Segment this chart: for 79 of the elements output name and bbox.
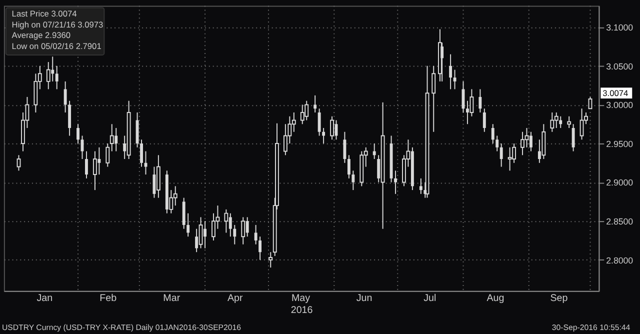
candlestick <box>173 186 178 206</box>
candlestick <box>186 212 190 238</box>
candlestick <box>106 143 110 168</box>
candlestick <box>330 116 334 140</box>
candlestick <box>258 236 262 260</box>
candlestick <box>588 96 592 110</box>
text: 30-Sep-2016 10:55:44 <box>552 323 631 332</box>
candlestick <box>92 150 97 191</box>
y-tick-label: 3.1000 <box>606 22 634 33</box>
candlestick <box>352 170 355 191</box>
x-tick-label: Jan <box>36 293 53 304</box>
candlestick <box>64 80 67 113</box>
candlestick <box>580 108 584 140</box>
candlestick <box>542 124 546 160</box>
candlestick <box>55 65 58 90</box>
text: USDTRY Curncy (USD-TRY X-RATE) Daily 01JAN2016-30SEP2016 <box>2 323 242 332</box>
y-tick-label: 2.8000 <box>606 255 634 266</box>
candlestick <box>322 127 326 144</box>
annotation: Low on 05/02/16 2.7901 <box>12 41 102 52</box>
y-tick-label: 2.8500 <box>606 216 634 227</box>
candlestick <box>195 228 198 253</box>
candlestick <box>268 252 273 268</box>
candlestick <box>34 73 38 113</box>
candlestick <box>449 54 452 90</box>
candlestick <box>500 143 503 168</box>
candlestick <box>478 88 482 113</box>
candlestick <box>432 65 436 132</box>
candlestick <box>394 170 397 194</box>
candlestick <box>136 112 139 148</box>
x-tick-label: Aug <box>486 293 504 304</box>
candlestick <box>85 150 88 179</box>
candlestick <box>372 143 376 160</box>
candlestick <box>241 216 246 245</box>
candlestick <box>508 146 512 172</box>
text: 3.0074 <box>602 88 629 98</box>
candlestick <box>554 112 558 128</box>
candlestick <box>110 124 114 152</box>
candlestick <box>419 178 422 194</box>
annotation: Average 2.9360 <box>12 30 71 40</box>
candlestick <box>140 139 143 168</box>
candlestick <box>550 112 554 132</box>
x-tick-label: May <box>291 293 310 304</box>
candlestick <box>76 124 80 144</box>
annotation: Last Price 3.0074 <box>12 8 78 19</box>
candlestick <box>224 208 228 234</box>
candlestick <box>482 108 486 132</box>
y-tick-label: 3.0000 <box>606 100 634 110</box>
y-tick-label: 3.0500 <box>606 61 634 72</box>
candlestick <box>300 104 304 125</box>
candlestick <box>16 154 21 172</box>
candlestick <box>156 154 160 198</box>
candlestick <box>491 124 494 144</box>
candlestick <box>233 224 236 245</box>
x-tick-label: Jun <box>356 293 372 304</box>
x-tick-label: Jul <box>424 293 436 304</box>
candlestick <box>304 100 309 121</box>
candlestick <box>453 69 456 90</box>
x-axis-title: 2016 <box>290 305 314 316</box>
candlestick <box>182 197 186 230</box>
candlestick <box>572 124 575 152</box>
candlestick <box>496 135 499 152</box>
candlestick <box>314 94 317 113</box>
candlestick <box>343 131 346 164</box>
x-tick-label: Mar <box>163 293 181 304</box>
candlestick <box>292 112 296 132</box>
candlestick <box>198 216 203 249</box>
candlestick <box>520 131 524 156</box>
x-tick-label: Feb <box>100 293 118 304</box>
candlestick <box>524 127 529 148</box>
candlestick <box>318 108 321 136</box>
x-tick-label: Sep <box>550 293 568 304</box>
candlestick <box>347 154 350 179</box>
y-tick-label: 2.9000 <box>606 178 634 188</box>
x-tick-label: Apr <box>227 293 244 304</box>
candlestick <box>254 224 258 245</box>
annotation: High on 07/21/16 3.0973 <box>12 19 104 30</box>
candlestick <box>567 116 572 128</box>
y-tick-label: 2.9500 <box>606 138 634 149</box>
candlestick <box>68 100 72 136</box>
